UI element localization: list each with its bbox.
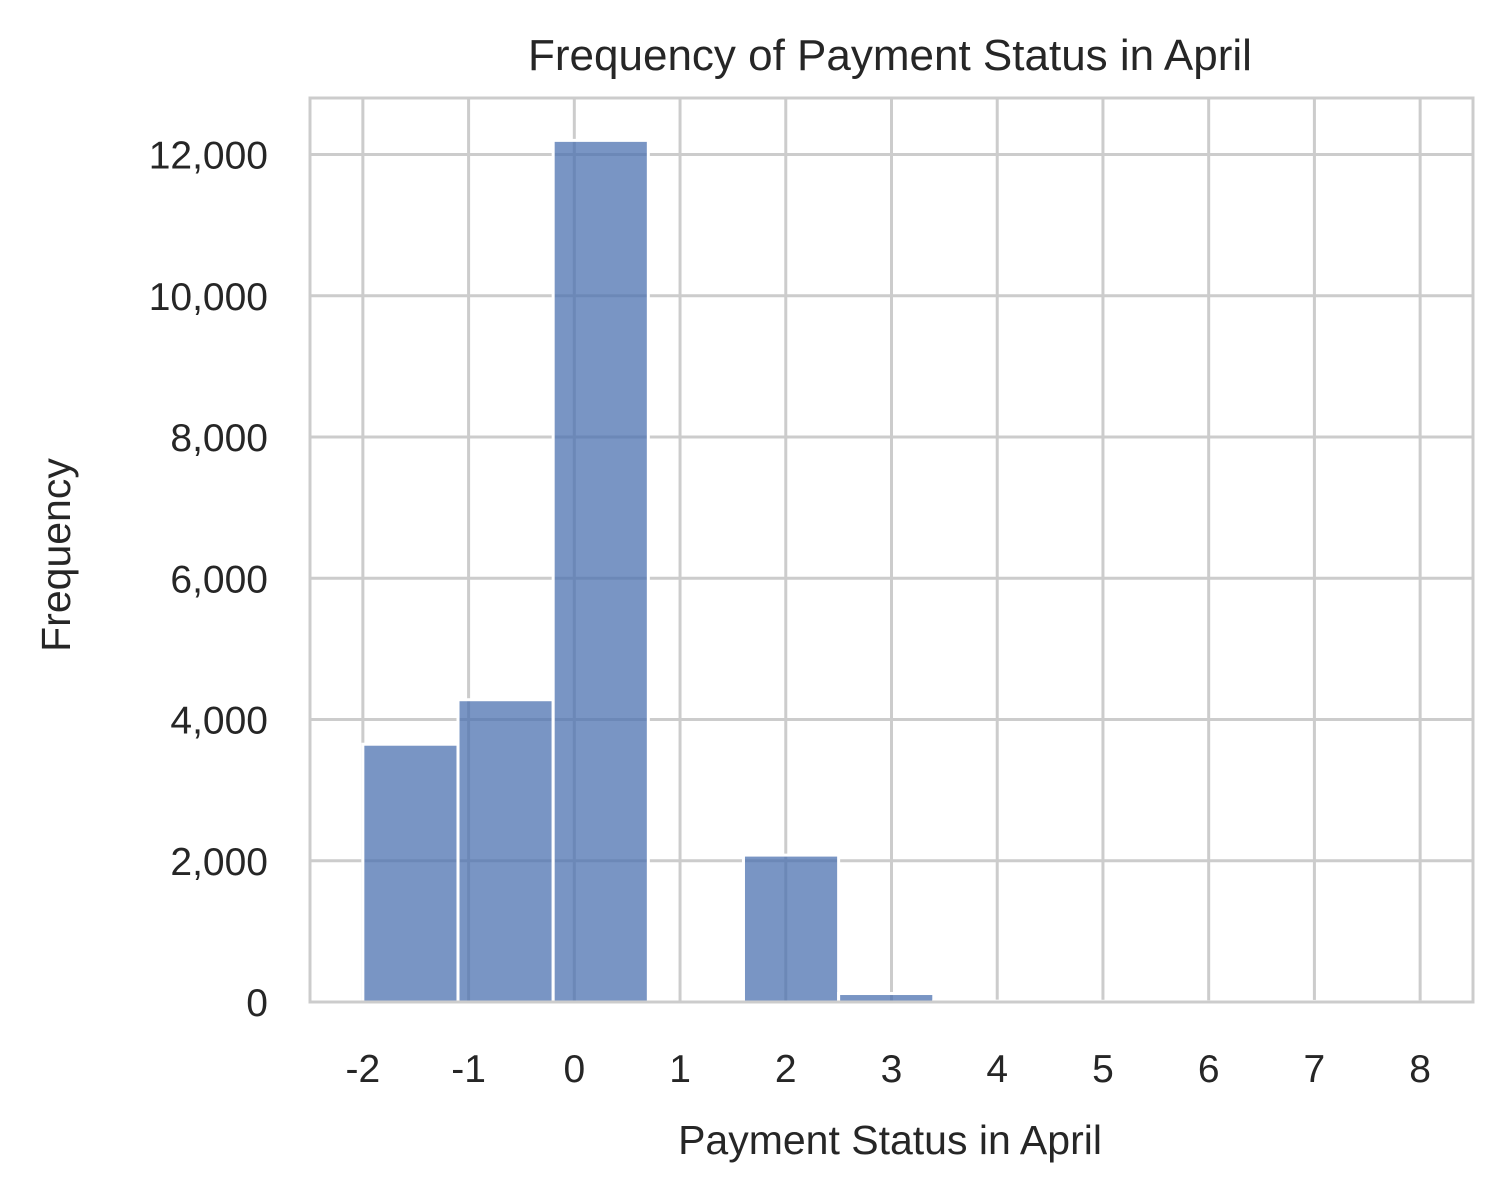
chart-title: Frequency of Payment Status in April bbox=[528, 31, 1252, 80]
y-axis-ticks: 0 2,000 4,000 6,000 8,000 10,000 12,000 bbox=[149, 135, 268, 1026]
x-tick-label: 8 bbox=[1409, 1048, 1431, 1091]
y-tick-label: 0 bbox=[246, 982, 268, 1025]
y-tick-label: 2,000 bbox=[170, 841, 268, 884]
histogram-bar bbox=[741, 853, 841, 1004]
histogram-bar bbox=[456, 698, 555, 1004]
x-tick-label: 3 bbox=[881, 1048, 903, 1091]
x-tick-label: 1 bbox=[669, 1048, 691, 1091]
y-tick-label: 4,000 bbox=[170, 700, 268, 743]
histogram-bar bbox=[551, 138, 650, 1004]
y-axis-label: Frequency bbox=[33, 458, 79, 652]
y-tick-label: 8,000 bbox=[170, 417, 268, 460]
x-tick-label: 0 bbox=[563, 1048, 585, 1091]
x-tick-label: 7 bbox=[1304, 1048, 1326, 1091]
x-axis-ticks: -2 -1 0 1 2 3 4 5 6 7 8 bbox=[346, 1048, 1431, 1091]
y-tick-label: 10,000 bbox=[149, 276, 268, 319]
x-tick-label: 2 bbox=[775, 1048, 797, 1091]
x-tick-label: -1 bbox=[451, 1048, 486, 1091]
bars bbox=[361, 138, 1422, 1004]
histogram-bar bbox=[361, 742, 460, 1004]
x-tick-label: 4 bbox=[986, 1048, 1008, 1091]
y-tick-label: 12,000 bbox=[149, 135, 268, 178]
plot-frame bbox=[308, 96, 1475, 1004]
x-tick-label: 6 bbox=[1198, 1048, 1220, 1091]
y-tick-label: 6,000 bbox=[170, 558, 268, 601]
x-axis-label: Payment Status in April bbox=[678, 1117, 1102, 1163]
x-tick-label: -2 bbox=[346, 1048, 381, 1091]
x-tick-label: 5 bbox=[1092, 1048, 1114, 1091]
